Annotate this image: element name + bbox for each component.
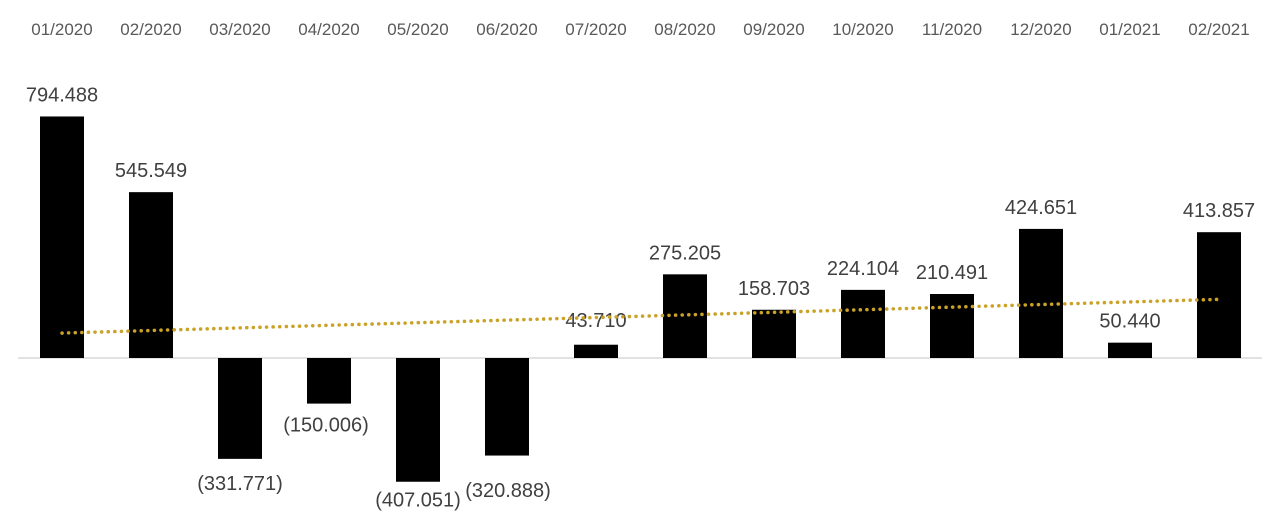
category-label: 09/2020: [743, 20, 804, 39]
bar-10/2020: [841, 289, 885, 358]
bar-12/2020: [1019, 228, 1063, 358]
data-label: 224.104: [827, 258, 899, 280]
category-label: 10/2020: [832, 20, 893, 39]
bar-02/2021: [1197, 232, 1241, 358]
bar-02/2020: [129, 192, 173, 358]
data-label: 158.703: [738, 278, 810, 300]
category-label: 01/2020: [31, 20, 92, 39]
data-label: (407.051): [375, 490, 461, 512]
data-label: (331.771): [197, 473, 283, 495]
data-label: 413.857: [1183, 200, 1255, 222]
category-label: 08/2020: [654, 20, 715, 39]
data-label: 275.205: [649, 242, 721, 264]
bar-01/2020: [40, 116, 84, 358]
category-label: 04/2020: [298, 20, 359, 39]
data-label: 43.710: [565, 310, 626, 332]
bar-11/2020: [930, 294, 974, 358]
category-label: 02/2020: [120, 20, 181, 39]
category-label: 05/2020: [387, 20, 448, 39]
bar-07/2020: [574, 344, 618, 358]
data-label: (320.888): [465, 480, 551, 502]
bar-04/2020: [307, 358, 351, 404]
category-label: 12/2020: [1010, 20, 1071, 39]
category-label: 02/2021: [1188, 20, 1249, 39]
data-label: 794.488: [26, 84, 98, 106]
bar-06/2020: [485, 358, 529, 456]
data-label: (150.006): [283, 415, 369, 437]
bar-09/2020: [752, 309, 796, 358]
trendline: [60, 297, 1221, 335]
bar-03/2020: [218, 358, 262, 459]
category-label: 01/2021: [1099, 20, 1160, 39]
data-label: 424.651: [1005, 197, 1077, 219]
data-label: 50.440: [1099, 311, 1160, 333]
category-label: 03/2020: [209, 20, 270, 39]
category-label: 11/2020: [922, 20, 982, 39]
bar-05/2020: [396, 358, 440, 482]
bar-01/2021: [1108, 342, 1152, 358]
data-label: 545.549: [115, 160, 187, 182]
data-label: 210.491: [916, 262, 988, 284]
category-label: 06/2020: [476, 20, 537, 39]
category-label: 07/2020: [565, 20, 626, 39]
